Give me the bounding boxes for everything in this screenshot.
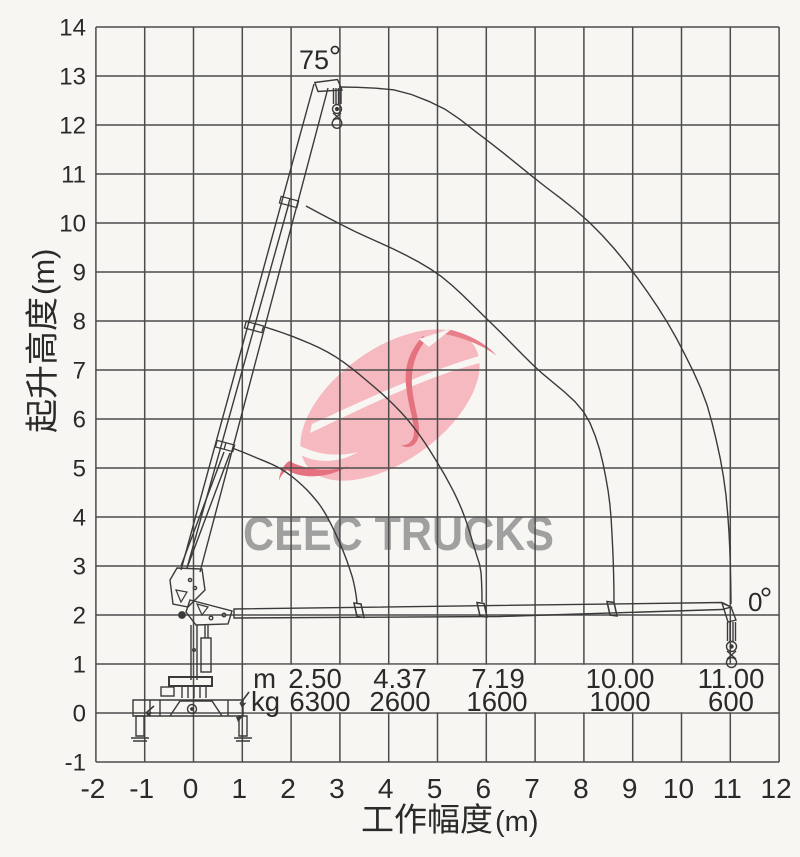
svg-text:CEEC TRUCKS: CEEC TRUCKS: [243, 508, 554, 561]
svg-text:12: 12: [761, 773, 792, 804]
svg-text:5: 5: [427, 773, 443, 804]
svg-text:(m): (m): [26, 249, 61, 295]
svg-text:11.00: 11.00: [698, 663, 765, 694]
svg-text:9: 9: [73, 260, 86, 287]
svg-text:10: 10: [663, 773, 694, 804]
svg-text:m: m: [253, 663, 276, 694]
svg-text:10.00: 10.00: [586, 663, 655, 694]
svg-text:0: 0: [73, 701, 86, 728]
svg-text:14: 14: [59, 15, 86, 42]
svg-text:2: 2: [280, 773, 296, 804]
svg-text:7: 7: [524, 773, 540, 804]
svg-text:3: 3: [73, 554, 86, 581]
svg-text:11: 11: [61, 162, 86, 189]
svg-text:0: 0: [748, 587, 762, 617]
svg-text:6: 6: [73, 407, 86, 434]
svg-text:8: 8: [73, 309, 86, 336]
svg-text:1: 1: [232, 773, 248, 804]
svg-text:2.50: 2.50: [288, 663, 342, 694]
svg-text:1: 1: [73, 652, 86, 679]
svg-text:9: 9: [622, 773, 638, 804]
svg-text:-2: -2: [80, 773, 105, 804]
svg-text:12: 12: [59, 113, 86, 140]
svg-text:10: 10: [59, 211, 86, 238]
svg-text:8: 8: [573, 773, 589, 804]
svg-text:1000: 1000: [589, 686, 650, 717]
svg-text:4: 4: [378, 773, 394, 804]
svg-text:-1: -1: [65, 750, 86, 777]
svg-text:2600: 2600: [369, 686, 430, 717]
svg-text:7: 7: [73, 358, 86, 385]
svg-text:4: 4: [73, 505, 86, 532]
svg-text:600: 600: [708, 686, 754, 717]
svg-text:0: 0: [183, 773, 199, 804]
svg-text:(m): (m): [495, 806, 538, 838]
svg-text:6300: 6300: [289, 686, 350, 717]
svg-text:1600: 1600: [466, 686, 527, 717]
svg-text:75: 75: [299, 45, 329, 75]
svg-text:7.19: 7.19: [471, 663, 525, 694]
svg-text:2: 2: [73, 603, 86, 630]
svg-text:3: 3: [329, 773, 345, 804]
svg-text:5: 5: [73, 456, 86, 483]
svg-text:-1: -1: [129, 773, 154, 804]
svg-text:13: 13: [59, 64, 86, 91]
svg-text:4.37: 4.37: [373, 663, 427, 694]
svg-text:11: 11: [713, 773, 742, 804]
svg-text:kg: kg: [251, 686, 280, 717]
svg-text:6: 6: [476, 773, 492, 804]
